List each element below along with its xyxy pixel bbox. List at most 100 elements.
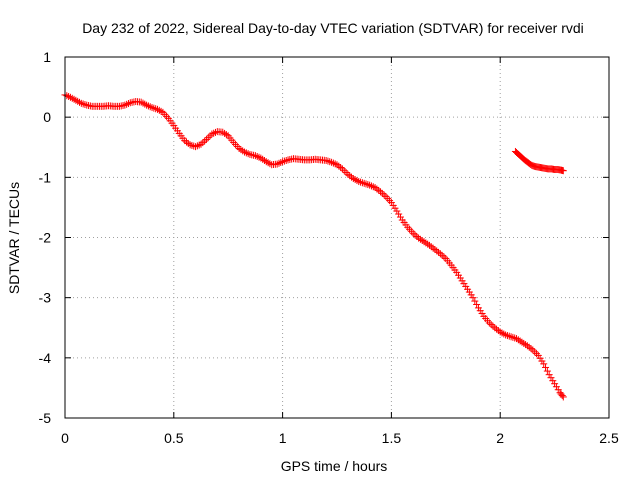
- x-tick-label: 1.5: [382, 430, 402, 446]
- data-point: [74, 97, 82, 105]
- data-point: [411, 231, 419, 239]
- data-point: [199, 139, 207, 147]
- data-point: [543, 367, 551, 375]
- data-point: [511, 334, 519, 342]
- data-point: [529, 346, 537, 354]
- data-point: [344, 170, 352, 178]
- data-point: [527, 345, 535, 353]
- data-point: [396, 213, 404, 221]
- data-point: [505, 332, 513, 340]
- data-point: [264, 159, 272, 167]
- data-point: [516, 337, 524, 345]
- data-point: [498, 329, 506, 337]
- data-point: [523, 342, 531, 350]
- data-point: [436, 250, 444, 258]
- data-point: [493, 325, 501, 333]
- data-point: [471, 297, 479, 305]
- data-point: [137, 98, 145, 106]
- data-point: [181, 137, 189, 145]
- data-point: [72, 96, 80, 104]
- data-point: [324, 157, 332, 165]
- data-point: [139, 99, 147, 107]
- data-point: [375, 186, 383, 194]
- chart-title: Day 232 of 2022, Sidereal Day-to-day VTE…: [82, 20, 584, 36]
- data-point: [204, 134, 212, 142]
- data-point: [349, 175, 357, 183]
- data-point: [552, 383, 560, 391]
- data-point: [433, 247, 441, 255]
- data-point: [351, 176, 359, 184]
- data-point: [369, 183, 377, 191]
- data-point: [123, 100, 131, 108]
- data-point: [542, 363, 550, 371]
- data-point: [520, 339, 528, 347]
- y-tick-label: 0: [43, 109, 51, 125]
- data-point: [253, 152, 261, 160]
- data-point: [425, 241, 433, 249]
- data-point: [540, 360, 548, 368]
- data-point: [79, 100, 87, 108]
- data-point: [531, 348, 539, 356]
- data-point: [377, 188, 385, 196]
- data-point: [393, 207, 401, 215]
- data-point: [257, 154, 265, 162]
- data-point: [338, 165, 346, 173]
- data-point: [143, 101, 151, 109]
- data-point: [152, 105, 160, 113]
- data-point: [146, 103, 154, 111]
- data-point: [357, 178, 365, 186]
- data-point: [367, 182, 375, 190]
- data-point: [494, 327, 502, 335]
- data-point: [322, 156, 330, 164]
- data-point: [438, 251, 446, 259]
- data-point: [66, 93, 74, 101]
- y-tick-label: 1: [43, 49, 51, 65]
- data-point: [547, 374, 555, 382]
- data-point: [251, 152, 259, 160]
- data-point: [280, 157, 288, 165]
- data-point: [148, 104, 156, 112]
- data-point: [473, 300, 481, 308]
- data-point: [440, 253, 448, 261]
- data-point: [77, 99, 85, 107]
- data-point: [76, 98, 84, 106]
- data-point: [353, 177, 361, 185]
- data-point: [184, 139, 192, 147]
- data-point: [415, 234, 423, 242]
- data-point: [182, 138, 190, 146]
- data-point: [262, 158, 270, 166]
- data-point: [380, 191, 388, 199]
- data-point: [244, 150, 252, 158]
- data-point: [427, 243, 435, 251]
- x-axis-label: GPS time / hours: [281, 458, 388, 474]
- data-point: [549, 377, 557, 385]
- data-point: [409, 229, 417, 237]
- data-point: [255, 153, 263, 161]
- data-point: [503, 332, 511, 340]
- data-point: [500, 330, 508, 338]
- y-tick-label: -2: [39, 230, 52, 246]
- data-point: [424, 240, 432, 248]
- data-point: [193, 142, 201, 150]
- data-point: [68, 94, 76, 102]
- data-point: [124, 100, 132, 108]
- data-point: [121, 101, 129, 109]
- data-point: [282, 156, 290, 164]
- data-point: [266, 160, 274, 168]
- data-point: [279, 158, 287, 166]
- data-point: [502, 331, 510, 339]
- data-point: [366, 181, 374, 189]
- x-tick-label: 2: [496, 430, 504, 446]
- data-point: [63, 92, 71, 100]
- data-point: [221, 129, 229, 137]
- data-point: [155, 106, 163, 114]
- data-point: [144, 102, 152, 110]
- data-point: [485, 319, 493, 327]
- data-point: [371, 184, 379, 192]
- data-point: [525, 343, 533, 351]
- data-point: [362, 180, 370, 188]
- data-point: [153, 105, 161, 113]
- x-tick-label: 2.5: [599, 430, 619, 446]
- data-point: [522, 341, 530, 349]
- data-point: [358, 179, 366, 187]
